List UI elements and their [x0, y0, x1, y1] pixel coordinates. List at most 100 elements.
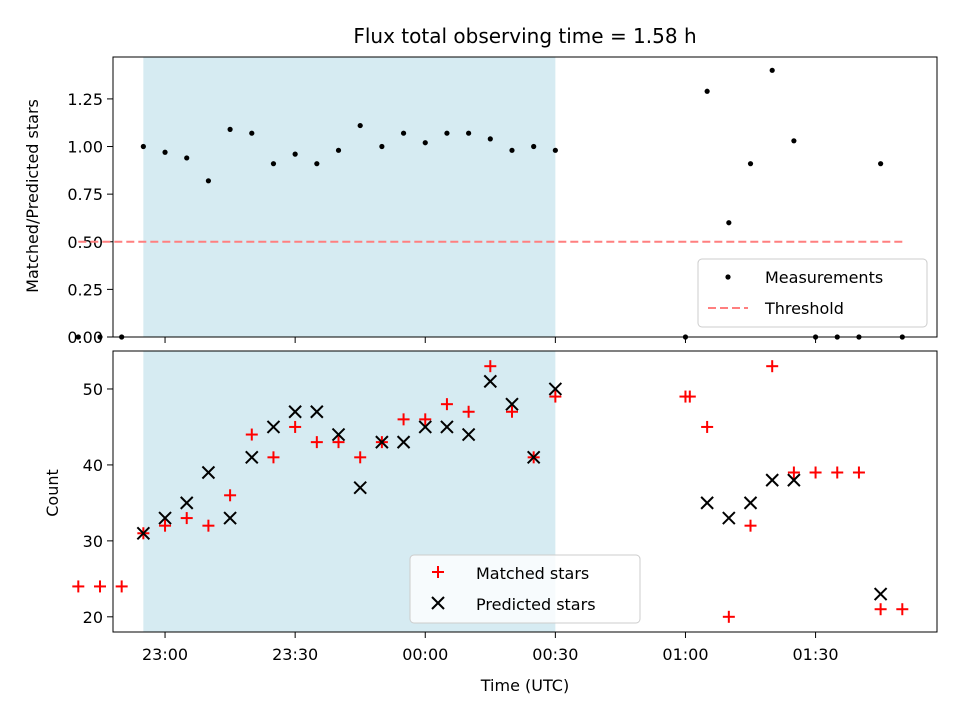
matched-stars-point: [159, 519, 172, 532]
matched-stars-point: [549, 390, 562, 403]
measurement-points: [75, 67, 905, 340]
measurement-point: [205, 178, 212, 184]
predicted-stars-point: [765, 473, 779, 487]
predicted-stars-point: [787, 473, 801, 487]
matched-stars-point: [505, 405, 518, 418]
legend-predicted-label: Predicted stars: [476, 595, 596, 614]
measurement-point: [747, 161, 754, 167]
matched-stars-point: [180, 512, 193, 525]
matched-stars-point: [683, 390, 696, 403]
measurement-point: [140, 143, 146, 150]
measurement-point: [162, 149, 168, 155]
predicted-stars-point: [266, 420, 281, 434]
count-y-axis-label: Count: [43, 469, 62, 517]
matched-stars-point: [874, 603, 887, 616]
x-bar: [787, 473, 801, 487]
ratio-panel: 0.000.250.500.751.001.25 Matched/Predict…: [23, 56, 938, 347]
predicted-stars-point: [548, 382, 563, 396]
x-bar: [201, 465, 216, 480]
predicted-stars-point: [310, 405, 324, 419]
matched-stars-point: [852, 466, 865, 479]
legend-matched-label: Matched stars: [476, 564, 589, 583]
y-tick-label: 40: [83, 456, 103, 475]
measurement-point: [444, 130, 450, 136]
matched-stars-point: [440, 398, 453, 411]
x-bar: [873, 587, 888, 601]
x-bar: [353, 480, 367, 495]
ratio-plot-frame: [112, 56, 938, 338]
predicted-stars-point: [743, 496, 758, 510]
x-bar: [223, 511, 237, 525]
measurement-point: [97, 334, 103, 340]
measurement-point: [270, 161, 277, 167]
y-tick-label: 50: [83, 380, 103, 399]
predicted-stars-point: [505, 397, 519, 411]
ratio-x-ticks: [164, 337, 817, 343]
chart-title: Flux total observing time = 1.58 h: [353, 24, 696, 48]
y-tick-label: 1.00: [67, 138, 103, 157]
y-tick-label: 0.00: [67, 328, 103, 347]
matched-stars-point: [809, 466, 822, 479]
x-bar: [722, 511, 736, 525]
x-tick-label: 00:00: [402, 645, 448, 664]
count-plot-frame: [112, 350, 938, 633]
legend-predicted-marker: [431, 596, 445, 610]
observing-window-shade: [143, 57, 556, 337]
predicted-stars-point: [483, 374, 498, 389]
x-bar: [483, 374, 498, 389]
x-bar: [245, 450, 259, 465]
measurement-point: [422, 140, 428, 146]
x-bar: [765, 473, 779, 487]
measurement-point: [487, 136, 493, 142]
x-bar: [288, 405, 302, 419]
x-bar: [310, 405, 324, 419]
x-tick-label: 23:00: [142, 645, 188, 664]
matched-stars-point: [484, 360, 497, 373]
x-bar: [375, 435, 389, 449]
x-bar: [158, 511, 172, 525]
predicted-stars-point: [136, 526, 151, 540]
x-bar: [526, 450, 541, 465]
matched-stars-point: [332, 436, 345, 449]
measurement-point: [769, 67, 775, 73]
legend-matched-marker: [432, 566, 444, 578]
matched-stars-point: [354, 451, 367, 464]
measurement-point: [335, 147, 342, 153]
x-bar: [396, 435, 411, 449]
measurement-point: [726, 220, 732, 226]
matched-stars-point: [419, 413, 432, 426]
count-legend: Matched stars Predicted stars: [409, 554, 641, 624]
measurement-point: [227, 126, 233, 132]
predicted-stars-point: [418, 420, 432, 434]
x-tick-label: 23:30: [272, 645, 318, 664]
count-y-ticks: 20 30 40 50: [83, 380, 113, 627]
matched-stars-point: [744, 519, 757, 532]
predicted-stars-point: [353, 480, 367, 495]
measurement-point: [75, 334, 81, 340]
measurement-point: [314, 161, 320, 167]
matched-stars-point: [310, 436, 323, 449]
measurement-point: [379, 143, 385, 150]
measurement-point: [704, 88, 710, 94]
predicted-stars-point: [223, 511, 237, 525]
x-bar: [418, 420, 432, 434]
predicted-stars-point: [396, 435, 411, 449]
y-tick-label: 1.25: [67, 90, 103, 109]
ratio-legend: Measurements Threshold: [697, 258, 928, 328]
measurement-point: [357, 122, 363, 129]
predicted-stars-point: [245, 450, 259, 465]
predicted-stars-point: [375, 435, 389, 449]
x-bar: [461, 427, 476, 442]
x-bar: [180, 496, 194, 510]
x-bar: [440, 420, 454, 434]
matched-stars-point: [289, 420, 302, 433]
predicted-stars-point: [461, 427, 476, 442]
predicted-stars-point: [700, 496, 714, 510]
matched-stars-point: [722, 610, 735, 623]
y-tick-label: 30: [83, 532, 103, 551]
measurement-point: [466, 130, 472, 136]
x-bar: [505, 397, 519, 411]
measurement-point: [184, 155, 190, 161]
matched-stars-point: [766, 360, 779, 373]
measurement-point: [531, 143, 537, 150]
